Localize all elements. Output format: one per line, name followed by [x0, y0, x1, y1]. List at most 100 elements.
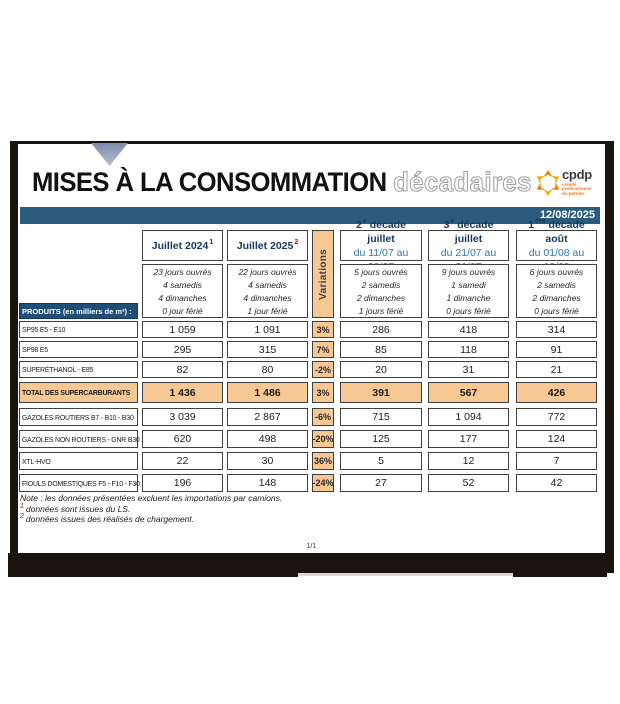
column-decade-2-juillet: 2e décade juillet du 11/07 au 20/07 5 jo… [340, 0, 422, 704]
screen-bezel-top [10, 141, 614, 144]
column-subheader: 9 jours ouvrés 1 samedi 1 dimanche 0 jou… [428, 264, 509, 318]
row-label-total: TOTAL DES SUPERCARBURANTS [19, 382, 138, 403]
column-subheader: 6 jours ouvrés 2 samedis 2 dimanches 0 j… [516, 264, 597, 318]
column-subheader: 22 jours ouvrés 4 samedis 4 dimanches 1 … [227, 264, 308, 318]
logo-sub-line: comité [562, 181, 577, 187]
variations-header: Variations [312, 230, 334, 318]
products-header: PRODUITS (en milliers de m³) : [19, 303, 138, 319]
variation-cell: 3% [312, 321, 334, 338]
table-cell: 21 [516, 361, 597, 378]
publication-date: 12/08/2025 [539, 209, 595, 221]
column-header: 1ère décade août du 01/08 au 10/08 [516, 218, 597, 273]
table-cell: 620 [142, 430, 223, 448]
table-cell-total: 1 436 [142, 382, 223, 403]
table-cell: 418 [428, 321, 509, 338]
column-subheader: 5 jours ouvrés 2 samedis 2 dimanches 1 j… [340, 264, 422, 318]
column-header: 3e décade juillet du 21/07 au 31/07 [428, 218, 509, 273]
column-juillet-2025: Juillet 20252 22 jours ouvrés 4 samedis … [227, 0, 308, 704]
footnote-1: 1 données sont issues du LS. [20, 503, 131, 514]
table-cell: 1 059 [142, 321, 223, 338]
table-cell: 295 [142, 341, 223, 358]
variation-cell: -20% [312, 430, 334, 448]
variation-cell: 7% [312, 341, 334, 358]
table-cell: 125 [340, 430, 422, 448]
row-label: SUPERÉTHANOL - E85 [19, 361, 138, 378]
table-cell: 5 [340, 452, 422, 470]
table-cell: 715 [340, 408, 422, 426]
screen-bezel-bottom-edge-right [513, 573, 607, 577]
variation-cell: 36% [312, 452, 334, 470]
logo-sub-line: professionnel [562, 186, 592, 192]
page-number: 1/1 [306, 543, 317, 550]
table-cell: 42 [516, 474, 597, 492]
cpdp-starburst-icon [536, 170, 560, 196]
screen-bezel-left [10, 141, 18, 577]
page-title: MISES À LA CONSOMMATION décadaires [32, 166, 532, 197]
row-label: SP98 E5 [19, 341, 138, 358]
table-cell: 3 039 [142, 408, 223, 426]
table-cell: 124 [516, 430, 597, 448]
table-cell: 91 [516, 341, 597, 358]
row-label: GAZOLES NON ROUTIERS - GNR B30 [19, 430, 140, 448]
screen-bezel-bottom-edge-middle [298, 573, 513, 576]
variation-cell: -2% [312, 361, 334, 378]
table-cell: 196 [142, 474, 223, 492]
date-bar: 12/08/2025 [20, 207, 600, 224]
title-main: MISES À LA CONSOMMATION [32, 167, 387, 197]
table-cell: 177 [428, 430, 509, 448]
table-cell-total: 391 [340, 382, 422, 403]
table-cell-total: 567 [428, 382, 509, 403]
table-cell: 12 [428, 452, 509, 470]
table-cell: 2 867 [227, 408, 308, 426]
table-cell: 498 [227, 430, 308, 448]
column-products: PRODUITS (en milliers de m³) : SP95 E5 -… [19, 0, 140, 704]
table-cell: 772 [516, 408, 597, 426]
table-cell: 7 [516, 452, 597, 470]
column-decade-3-juillet: 3e décade juillet du 21/07 au 31/07 9 jo… [428, 0, 509, 704]
column-subheader: 23 jours ouvrés 4 samedis 4 dimanches 0 … [142, 264, 223, 318]
footnote-2: 2 données issues des réalisés de chargeme… [20, 513, 195, 524]
table-cell: 30 [227, 452, 308, 470]
row-label: XTL-HVO [19, 452, 138, 470]
row-label: GAZOLES ROUTIERS B7 - B10 - B30 [19, 408, 138, 426]
logo-sub-line: du pétrole [562, 190, 584, 196]
cpdp-logo-subtitle: comité professionnel du pétrole [562, 181, 592, 197]
table-cell-total: 1 486 [227, 382, 308, 403]
table-cell: 22 [142, 452, 223, 470]
table-cell: 27 [340, 474, 422, 492]
variation-cell: -6% [312, 408, 334, 426]
variation-cell-total: 3% [312, 382, 334, 403]
table-cell: 315 [227, 341, 308, 358]
table-cell: 286 [340, 321, 422, 338]
table-cell: 20 [340, 361, 422, 378]
column-header: 2e décade juillet du 11/07 au 20/07 [340, 218, 422, 273]
table-cell: 1 094 [428, 408, 509, 426]
table-cell-total: 426 [516, 382, 597, 403]
cpdp-logo-text: cpdp comité professionnel du pétrole [562, 168, 592, 200]
table-cell: 148 [227, 474, 308, 492]
column-header: Juillet 20241 [142, 230, 223, 261]
variation-cell: -24% [312, 474, 334, 492]
column-decade-1-aout: 1ère décade août du 01/08 au 10/08 6 jou… [516, 0, 597, 704]
table-cell: 314 [516, 321, 597, 338]
column-juillet-2024: Juillet 20241 23 jours ouvrés 4 samedis … [142, 0, 223, 704]
screen-bezel-right [605, 141, 614, 573]
table-cell: 31 [428, 361, 509, 378]
column-header: Juillet 20252 [227, 230, 308, 261]
table-cell: 82 [142, 361, 223, 378]
cpdp-logo: cpdp comité professionnel du pétrole [536, 168, 602, 200]
cpdp-logo-name: cpdp [562, 167, 592, 182]
row-label: SP95 E5 - E10 [19, 321, 138, 338]
screen-bezel-bottom-edge-left [8, 573, 298, 577]
footnote-note: Note : les données présentées excluent l… [20, 493, 283, 503]
column-variations: Variations 3% 7% -2% 3% -6% -20% 36% -24… [312, 0, 334, 704]
table-cell: 118 [428, 341, 509, 358]
table-cell: 1 091 [227, 321, 308, 338]
row-label: FIOULS DOMESTIQUES F5 - F10 - F30 [19, 474, 140, 492]
table-cell: 52 [428, 474, 509, 492]
table-cell: 80 [227, 361, 308, 378]
table-cell: 85 [340, 341, 422, 358]
screen-bezel-bottom [8, 553, 614, 573]
title-accent: décadaires [393, 166, 532, 197]
